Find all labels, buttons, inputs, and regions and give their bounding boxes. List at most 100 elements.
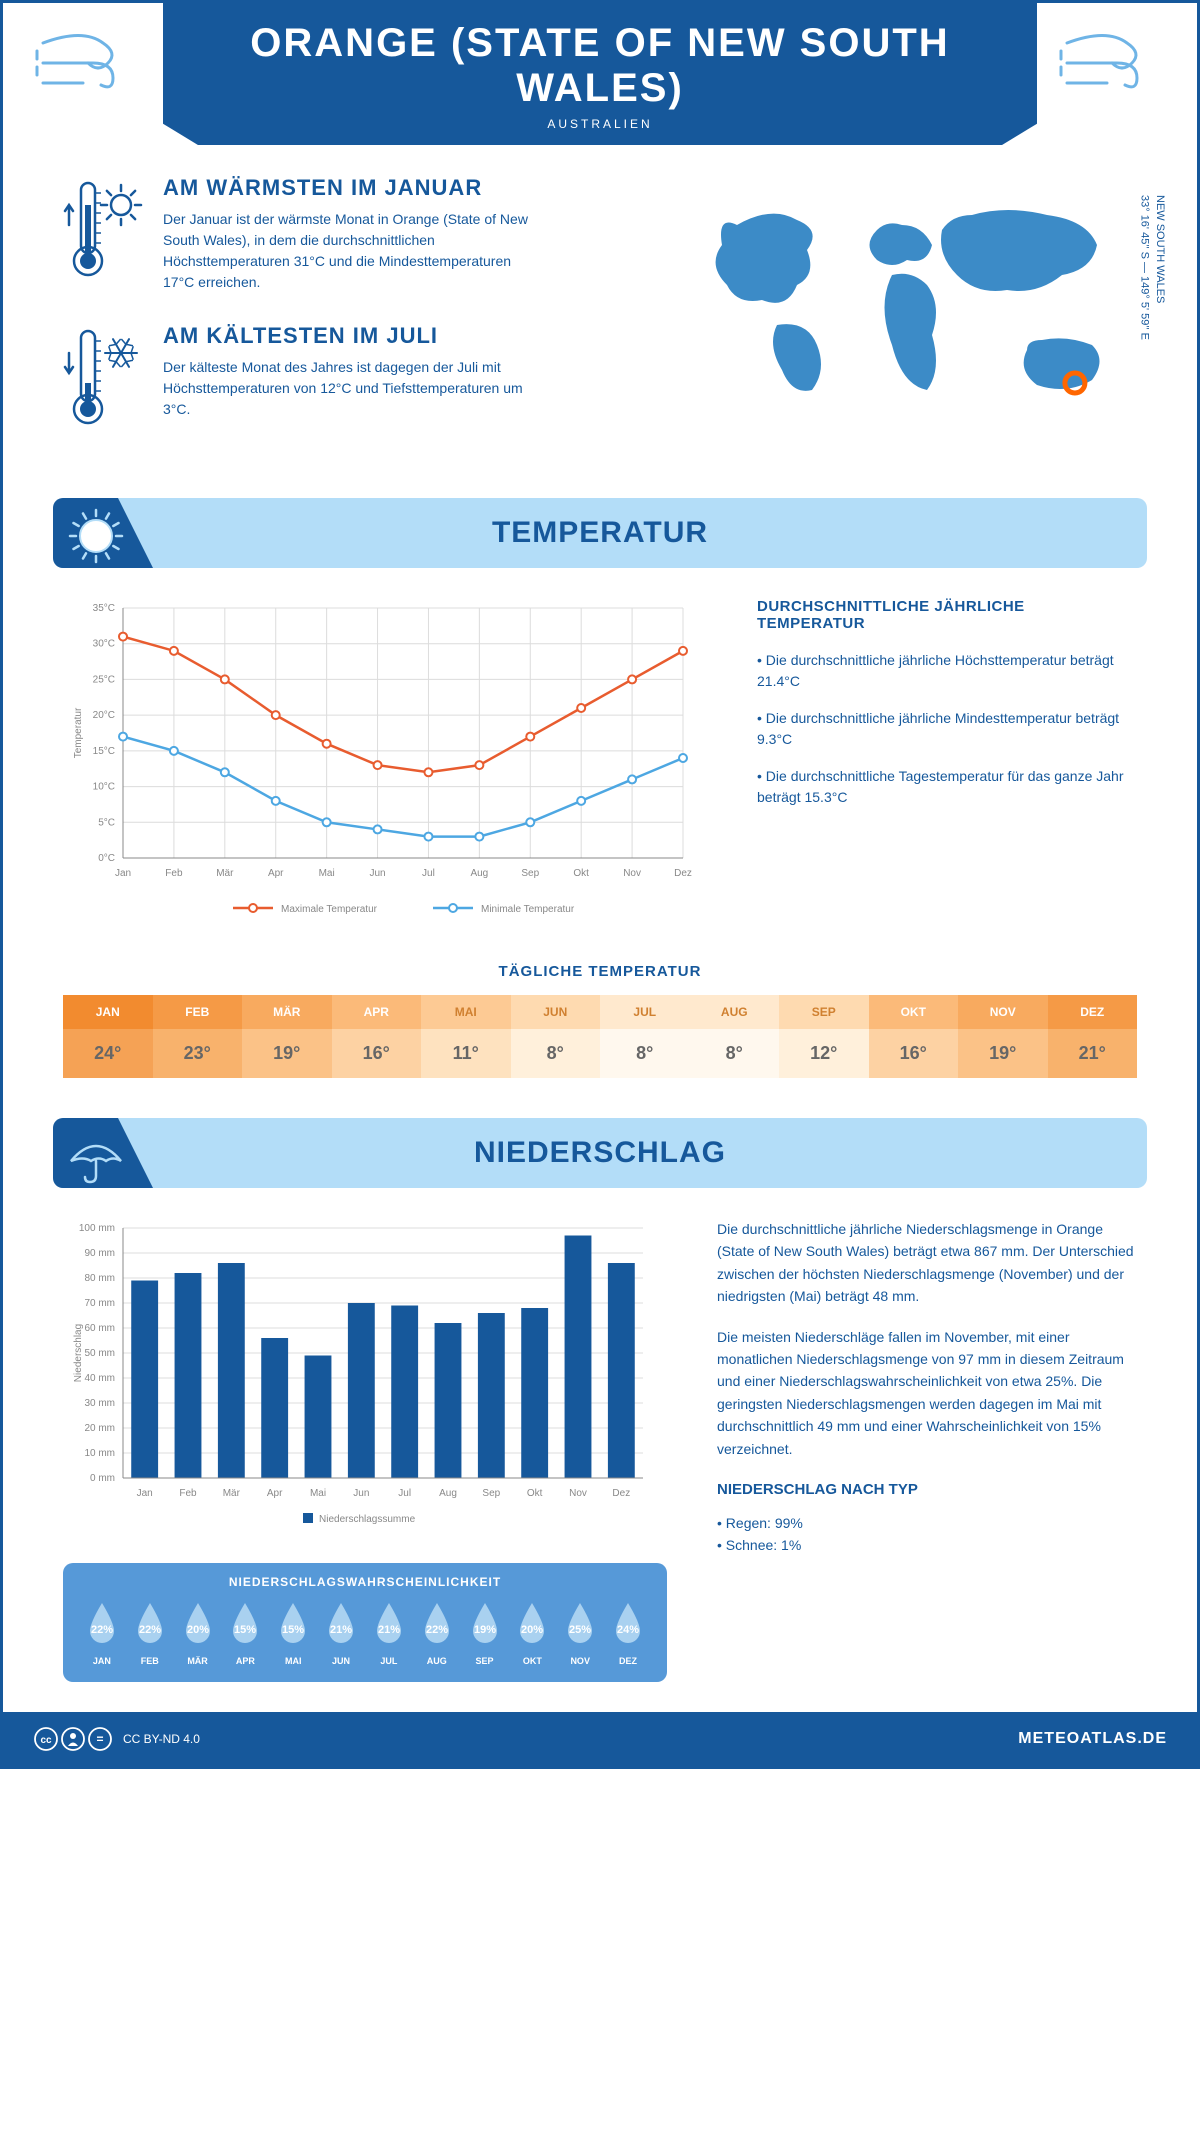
svg-text:100 mm: 100 mm [79,1223,115,1234]
svg-text:Minimale Temperatur: Minimale Temperatur [481,904,575,915]
temperature-section-header: TEMPERATUR [53,498,1147,568]
prob-drop-cell: 20%MÄR [177,1599,219,1666]
prob-drop-cell: 24%DEZ [607,1599,649,1666]
temp-strip-cell: DEZ21° [1048,995,1138,1078]
svg-text:22%: 22% [426,1624,448,1636]
svg-text:Apr: Apr [267,1488,283,1499]
svg-text:30 mm: 30 mm [84,1398,115,1409]
svg-text:22%: 22% [139,1624,161,1636]
svg-text:5°C: 5°C [98,817,115,828]
svg-text:Niederschlag: Niederschlag [73,1324,84,1382]
svg-text:25°C: 25°C [93,674,115,685]
temp-bullet: • Die durchschnittliche jährliche Höchst… [757,650,1137,692]
precipitation-section-header: NIEDERSCHLAG [53,1118,1147,1188]
svg-text:50 mm: 50 mm [84,1348,115,1359]
temp-bullet: • Die durchschnittliche jährliche Mindes… [757,708,1137,750]
svg-text:80 mm: 80 mm [84,1273,115,1284]
svg-text:70 mm: 70 mm [84,1298,115,1309]
temperature-summary: DURCHSCHNITTLICHE JÄHRLICHE TEMPERATUR •… [757,598,1137,933]
temp-strip-cell: OKT16° [869,995,959,1078]
svg-text:Maximale Temperatur: Maximale Temperatur [281,904,378,915]
svg-text:10 mm: 10 mm [84,1448,115,1459]
prob-drop-cell: 22%JAN [81,1599,123,1666]
temp-bullet: • Die durchschnittliche Tagestemperatur … [757,766,1137,808]
prob-card-title: NIEDERSCHLAGSWAHRSCHEINLICHKEIT [81,1575,649,1589]
precip-para: Die durchschnittliche jährliche Niedersc… [717,1218,1137,1308]
daily-temperature-strip: JAN24°FEB23°MÄR19°APR16°MAI11°JUN8°JUL8°… [63,995,1137,1078]
prob-drop-cell: 22%AUG [416,1599,458,1666]
prob-drop-cell: 20%OKT [511,1599,553,1666]
temperature-chart: 0°C5°C10°C15°C20°C25°C30°C35°CJanFebMärA… [63,598,707,933]
temp-strip-cell: JUN8° [511,995,601,1078]
svg-text:Dez: Dez [674,868,692,879]
svg-text:Jul: Jul [422,868,435,879]
thermometer-snow-icon [63,323,143,438]
svg-text:=: = [96,1732,103,1746]
temp-summary-heading: DURCHSCHNITTLICHE JÄHRLICHE TEMPERATUR [757,598,1137,632]
svg-text:15%: 15% [234,1624,256,1636]
precipitation-summary: Die durchschnittliche jährliche Niedersc… [717,1218,1137,1682]
svg-text:20 mm: 20 mm [84,1423,115,1434]
svg-text:Mär: Mär [216,868,234,879]
svg-text:Mär: Mär [223,1488,241,1499]
temp-strip-cell: APR16° [332,995,422,1078]
svg-text:Aug: Aug [439,1488,457,1499]
svg-text:Dez: Dez [612,1488,630,1499]
prob-drop-cell: 22%FEB [129,1599,171,1666]
svg-text:19%: 19% [474,1624,496,1636]
coordinates-label: NEW SOUTH WALES33° 16' 45'' S — 149° 5' … [1136,195,1167,340]
svg-text:Jan: Jan [137,1488,153,1499]
coldest-title: AM KÄLTESTEN IM JULI [163,323,543,349]
svg-text:Aug: Aug [470,868,488,879]
prob-drop-cell: 15%APR [224,1599,266,1666]
precip-para: Die meisten Niederschläge fallen im Nove… [717,1326,1137,1460]
svg-text:cc: cc [40,1735,52,1746]
thermometer-sun-icon [63,175,143,293]
svg-text:15°C: 15°C [93,746,115,757]
svg-text:Mai: Mai [310,1488,326,1499]
svg-text:Jan: Jan [115,868,131,879]
precip-type-bullet: • Regen: 99% [717,1512,1137,1534]
coldest-fact: AM KÄLTESTEN IM JULI Der kälteste Monat … [63,323,637,438]
svg-text:Temperatur: Temperatur [73,707,84,758]
svg-text:Feb: Feb [165,868,183,879]
svg-text:Feb: Feb [179,1488,197,1499]
svg-text:90 mm: 90 mm [84,1248,115,1259]
svg-text:Jun: Jun [369,868,385,879]
svg-text:Okt: Okt [573,868,589,879]
svg-text:60 mm: 60 mm [84,1323,115,1334]
prob-drop-cell: 15%MAI [272,1599,314,1666]
intro-section: AM WÄRMSTEN IM JANUAR Der Januar ist der… [3,145,1197,498]
warmest-body: Der Januar ist der wärmste Monat in Oran… [163,209,543,293]
svg-text:0 mm: 0 mm [90,1473,115,1484]
temp-strip-cell: SEP12° [779,995,869,1078]
svg-text:40 mm: 40 mm [84,1373,115,1384]
svg-text:Jun: Jun [353,1488,369,1499]
svg-text:10°C: 10°C [93,782,115,793]
svg-text:Apr: Apr [268,868,284,879]
brand-label: METEOATLAS.DE [1018,1730,1167,1748]
svg-text:35°C: 35°C [93,603,115,614]
svg-text:15%: 15% [282,1624,304,1636]
svg-text:22%: 22% [91,1624,113,1636]
precipitation-heading: NIEDERSCHLAG [71,1136,1129,1170]
svg-text:20%: 20% [521,1624,543,1636]
prob-drop-cell: 25%NOV [559,1599,601,1666]
precipitation-chart: 0 mm 10 mm 20 mm 30 mm 40 mm 50 mm 60 mm 70 mm 8… [63,1218,667,1543]
cc-icon: cc = [33,1726,113,1752]
svg-text:25%: 25% [569,1624,591,1636]
svg-text:21%: 21% [330,1624,352,1636]
title-banner: ORANGE (STATE OF NEW SOUTH WALES) AUSTRA… [163,3,1037,145]
daily-temp-title: TÄGLICHE TEMPERATUR [3,963,1197,980]
license-label: CC BY-ND 4.0 [123,1732,200,1746]
prob-drop-cell: 19%SEP [464,1599,506,1666]
svg-text:20%: 20% [187,1624,209,1636]
temp-strip-cell: JUL8° [600,995,690,1078]
svg-text:30°C: 30°C [93,639,115,650]
svg-text:Mai: Mai [319,868,335,879]
svg-text:Nov: Nov [623,868,641,879]
wind-icon [1057,23,1167,98]
coldest-body: Der kälteste Monat des Jahres ist dagege… [163,357,543,420]
svg-text:0°C: 0°C [98,853,115,864]
prob-drop-cell: 21%JUN [320,1599,362,1666]
